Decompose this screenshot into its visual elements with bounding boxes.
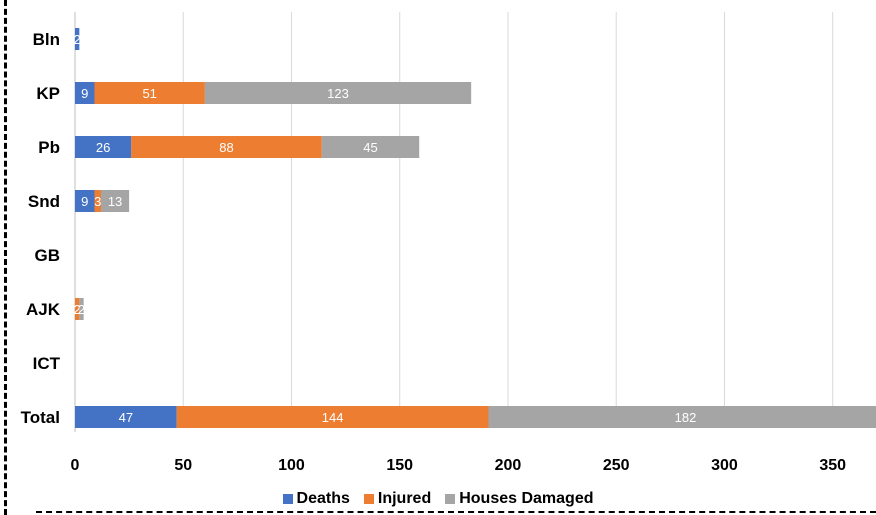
x-tick-label: 150 bbox=[386, 457, 413, 474]
data-label: 47 bbox=[119, 410, 133, 425]
legend: Deaths Injured Houses Damaged bbox=[0, 487, 876, 511]
data-label: 9 bbox=[81, 194, 88, 209]
x-tick-label: 200 bbox=[495, 457, 522, 474]
bar-houses-damaged-snd bbox=[100, 190, 130, 212]
x-tick-label: 0 bbox=[71, 457, 80, 474]
bar-deaths-pb bbox=[75, 136, 132, 158]
legend-label-deaths: Deaths bbox=[296, 490, 350, 507]
bar-deaths-total bbox=[75, 406, 177, 428]
data-label: 2 bbox=[74, 302, 81, 317]
category-label: Total bbox=[21, 408, 60, 427]
bar-houses-damaged-ajk bbox=[79, 298, 84, 320]
x-tick-label: 100 bbox=[278, 457, 305, 474]
bar-injured-total bbox=[176, 406, 489, 428]
category-label: Pb bbox=[38, 138, 60, 157]
gridlines bbox=[74, 12, 834, 432]
data-label: 123 bbox=[327, 86, 349, 101]
x-tick-label: 350 bbox=[819, 457, 846, 474]
bar-injured-kp bbox=[94, 82, 205, 104]
bar-deaths-bln bbox=[75, 28, 80, 50]
bar-injured-ajk bbox=[75, 298, 80, 320]
legend-label-injured: Injured bbox=[377, 490, 432, 507]
bar-houses-damaged-kp bbox=[204, 82, 472, 104]
bar-houses-damaged-pb bbox=[321, 136, 420, 158]
data-label: 13 bbox=[108, 194, 122, 209]
category-label: ICT bbox=[33, 354, 61, 373]
data-label: 182 bbox=[675, 410, 697, 425]
legend-label-houses-damaged: Houses Damaged bbox=[459, 490, 594, 507]
legend-item-injured: Injured bbox=[363, 490, 432, 508]
category-label: Bln bbox=[33, 30, 60, 49]
legend-swatch-injured bbox=[363, 494, 374, 504]
legend-swatch-deaths bbox=[282, 494, 293, 504]
dashed-border-bottom bbox=[36, 511, 876, 513]
data-label: 9 bbox=[81, 86, 88, 101]
bar-houses-damaged-total bbox=[488, 406, 876, 428]
legend-item-deaths: Deaths bbox=[282, 490, 350, 508]
x-tick-labels: 0 50 100 150 200 250 300 350 bbox=[71, 457, 847, 474]
category-label: KP bbox=[36, 84, 60, 103]
x-tick-label: 300 bbox=[711, 457, 738, 474]
data-label: 45 bbox=[363, 140, 377, 155]
category-label: Snd bbox=[28, 192, 60, 211]
category-labels: Bln KP Pb Snd GB AJK ICT Total bbox=[21, 30, 61, 427]
bar-injured-snd bbox=[94, 190, 101, 212]
category-label: AJK bbox=[26, 300, 61, 319]
legend-item-houses-damaged: Houses Damaged bbox=[445, 490, 593, 508]
category-label: GB bbox=[35, 246, 61, 265]
data-label: 2 bbox=[74, 32, 81, 47]
data-label: 144 bbox=[322, 410, 344, 425]
data-label: 3 bbox=[94, 194, 101, 209]
x-tick-label: 50 bbox=[174, 457, 192, 474]
bar-deaths-kp bbox=[75, 82, 95, 104]
data-label: 26 bbox=[96, 140, 110, 155]
bar-deaths-snd bbox=[75, 190, 95, 212]
data-label: 2 bbox=[78, 302, 85, 317]
bar-injured-pb bbox=[131, 136, 322, 158]
data-label: 51 bbox=[142, 86, 156, 101]
x-tick-label: 250 bbox=[603, 457, 630, 474]
data-label: 88 bbox=[219, 140, 233, 155]
legend-swatch-houses-damaged bbox=[445, 494, 456, 504]
dashed-border-left bbox=[4, 0, 7, 515]
